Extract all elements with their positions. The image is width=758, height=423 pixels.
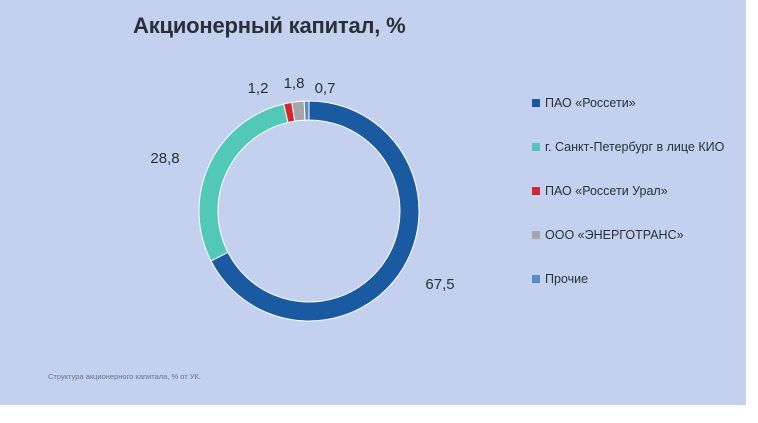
legend-swatch: [532, 275, 540, 283]
data-label-5: 0,7: [315, 80, 336, 97]
legend-swatch: [532, 143, 540, 151]
legend-item-3: ПАО «Россети Урал»: [532, 180, 724, 202]
data-label-2: 28,8: [150, 150, 179, 167]
legend-swatch: [532, 231, 540, 239]
slice-2: [198, 103, 289, 262]
slice-5: [303, 100, 310, 121]
legend-label: г. Санкт-Петербург в лице КИО: [545, 140, 725, 154]
data-label-1: 67,5: [425, 276, 454, 293]
legend-item-1: ПАО «Россети»: [532, 92, 724, 114]
chart-title: Акционерный капитал, %: [133, 13, 406, 38]
data-labels: 67,5 28,8 1,2 1,8 0,7: [150, 75, 454, 293]
legend-label: ПАО «Россети»: [545, 96, 636, 110]
data-label-4: 1,8: [284, 75, 305, 92]
donut-slices: [198, 100, 420, 322]
legend-label: Прочие: [545, 272, 589, 286]
data-label-3: 1,2: [248, 80, 269, 97]
chart-panel: Акционерный капитал, % 67,5 28,8 1,2 1,8 0,7…: [0, 0, 746, 405]
legend-swatch: [532, 99, 540, 107]
chart-legend: ПАО «Россети» г. Санкт-Петербург в лице К…: [532, 92, 724, 312]
legend-label: ПАО «Россети Урал»: [545, 184, 668, 198]
legend-item-5: Прочие: [532, 268, 724, 290]
legend-label: ООО «ЭНЕРГОТРАНС»: [545, 228, 684, 242]
legend-swatch: [532, 187, 540, 195]
legend-item-2: г. Санкт-Петербург в лице КИО: [532, 136, 724, 158]
footnote: Структура акционерного капитала, % от УК…: [48, 372, 201, 381]
legend-item-4: ООО «ЭНЕРГОТРАНС»: [532, 224, 724, 246]
slice-1: [210, 100, 420, 322]
donut-chart: 67,5 28,8 1,2 1,8 0,7: [150, 75, 455, 322]
